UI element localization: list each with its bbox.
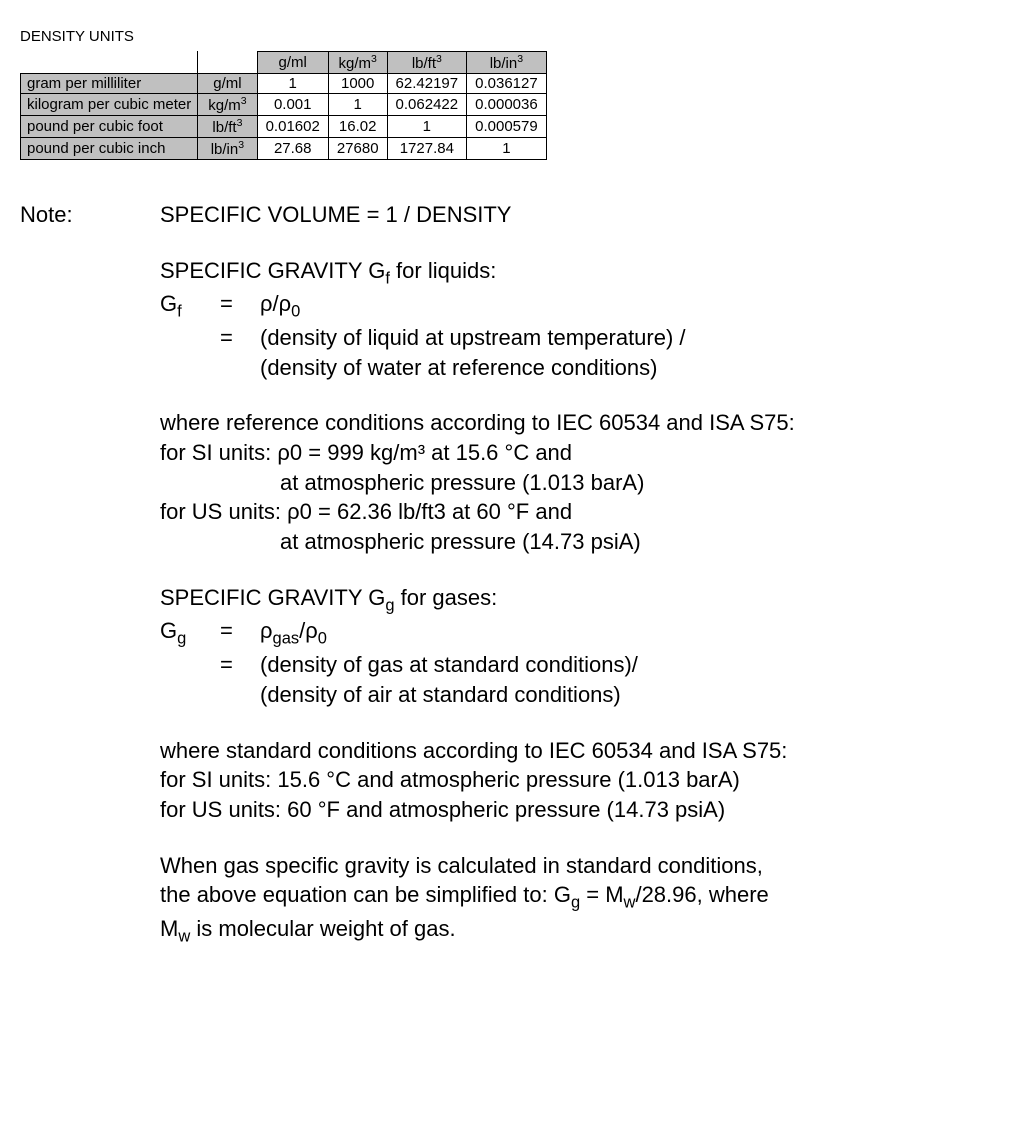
note-block: Note: SPECIFIC VOLUME = 1 / DENSITY SPEC…	[20, 200, 1004, 948]
blank-cell	[21, 52, 198, 74]
row-unit: lb/in3	[198, 138, 257, 160]
subscript: g	[385, 596, 394, 614]
eq-sign: =	[220, 650, 260, 680]
eq-sign: =	[220, 323, 260, 353]
eq-continuation: (density of water at reference condition…	[160, 353, 1004, 383]
equation-row: = (density of liquid at upstream tempera…	[160, 323, 1004, 353]
text: SPECIFIC GRAVITY G	[160, 258, 385, 283]
closing-line: the above equation can be simplified to:…	[160, 880, 1004, 914]
cell: 0.000579	[467, 116, 547, 138]
table-row: gram per milliliter g/ml 1 1000 62.42197…	[21, 74, 547, 94]
col-header: lb/ft3	[387, 52, 467, 74]
cell: 27680	[328, 138, 387, 160]
table-row: kilogram per cubic meter kg/m3 0.001 1 0…	[21, 94, 547, 116]
cell: 0.000036	[467, 94, 547, 116]
cell: 1	[467, 138, 547, 160]
eq-sign: =	[220, 289, 260, 323]
eq-sign: =	[220, 616, 260, 650]
ref-us-line: for US units: ρ0 = 62.36 lb/ft3 at 60 °F…	[160, 497, 1004, 527]
ref-us-line: for US units: 60 °F and atmospheric pres…	[160, 795, 1004, 825]
table-row: pound per cubic inch lb/in3 27.68 27680 …	[21, 138, 547, 160]
cell: 1000	[328, 74, 387, 94]
cell: 1727.84	[387, 138, 467, 160]
col-header: kg/m3	[328, 52, 387, 74]
eq-continuation: (density of air at standard conditions)	[160, 680, 1004, 710]
cell: 27.68	[257, 138, 328, 160]
closing-line: When gas specific gravity is calculated …	[160, 851, 1004, 881]
col-header: g/ml	[257, 52, 328, 74]
equation-row: Gf = ρ/ρ0	[160, 289, 1004, 323]
note-label: Note:	[20, 200, 160, 948]
cell: 0.036127	[467, 74, 547, 94]
row-label: gram per milliliter	[21, 74, 198, 94]
text: for liquids:	[390, 258, 496, 283]
eq-rhs: ρ/ρ0	[260, 289, 1004, 323]
cell: 0.01602	[257, 116, 328, 138]
cell: 0.062422	[387, 94, 467, 116]
closing-line: Mw is molecular weight of gas.	[160, 914, 1004, 948]
gases-heading: SPECIFIC GRAVITY Gg for gases:	[160, 583, 1004, 617]
note-body: SPECIFIC VOLUME = 1 / DENSITY SPECIFIC G…	[160, 200, 1004, 948]
equation-row: = (density of gas at standard conditions…	[160, 650, 1004, 680]
row-label: pound per cubic inch	[21, 138, 198, 160]
row-label: kilogram per cubic meter	[21, 94, 198, 116]
text: SPECIFIC GRAVITY G	[160, 585, 385, 610]
cell: 1	[257, 74, 328, 94]
cell: 0.001	[257, 94, 328, 116]
specific-volume-line: SPECIFIC VOLUME = 1 / DENSITY	[160, 200, 1004, 230]
ref-si-line2: at atmospheric pressure (1.013 barA)	[160, 468, 1004, 498]
eq-rhs: ρgas/ρ0	[260, 616, 1004, 650]
eq-rhs: (density of liquid at upstream temperatu…	[260, 323, 1004, 353]
cell: 1	[387, 116, 467, 138]
col-header: lb/in3	[467, 52, 547, 74]
text: for gases:	[395, 585, 498, 610]
ref-si-line: for SI units: 15.6 °C and atmospheric pr…	[160, 765, 1004, 795]
table-row: pound per cubic foot lb/ft3 0.01602 16.0…	[21, 116, 547, 138]
density-units-table: g/ml kg/m3 lb/ft3 lb/in3 gram per millil…	[20, 51, 547, 160]
cell: 1	[328, 94, 387, 116]
section-title: DENSITY UNITS	[20, 28, 1004, 45]
row-unit: kg/m3	[198, 94, 257, 116]
liquids-heading: SPECIFIC GRAVITY Gf for liquids:	[160, 256, 1004, 290]
row-label: pound per cubic foot	[21, 116, 198, 138]
ref-us-line2: at atmospheric pressure (14.73 psiA)	[160, 527, 1004, 557]
eq-symbol: Gf	[160, 289, 220, 323]
row-unit: lb/ft3	[198, 116, 257, 138]
row-unit: g/ml	[198, 74, 257, 94]
ref-intro: where reference conditions according to …	[160, 408, 1004, 438]
blank-cell	[198, 52, 257, 74]
cell: 62.42197	[387, 74, 467, 94]
cell: 16.02	[328, 116, 387, 138]
equation-row: Gg = ρgas/ρ0	[160, 616, 1004, 650]
ref-si-line: for SI units: ρ0 = 999 kg/m³ at 15.6 °C …	[160, 438, 1004, 468]
eq-symbol: Gg	[160, 616, 220, 650]
eq-rhs: (density of gas at standard conditions)/	[260, 650, 1004, 680]
ref-intro: where standard conditions according to I…	[160, 736, 1004, 766]
